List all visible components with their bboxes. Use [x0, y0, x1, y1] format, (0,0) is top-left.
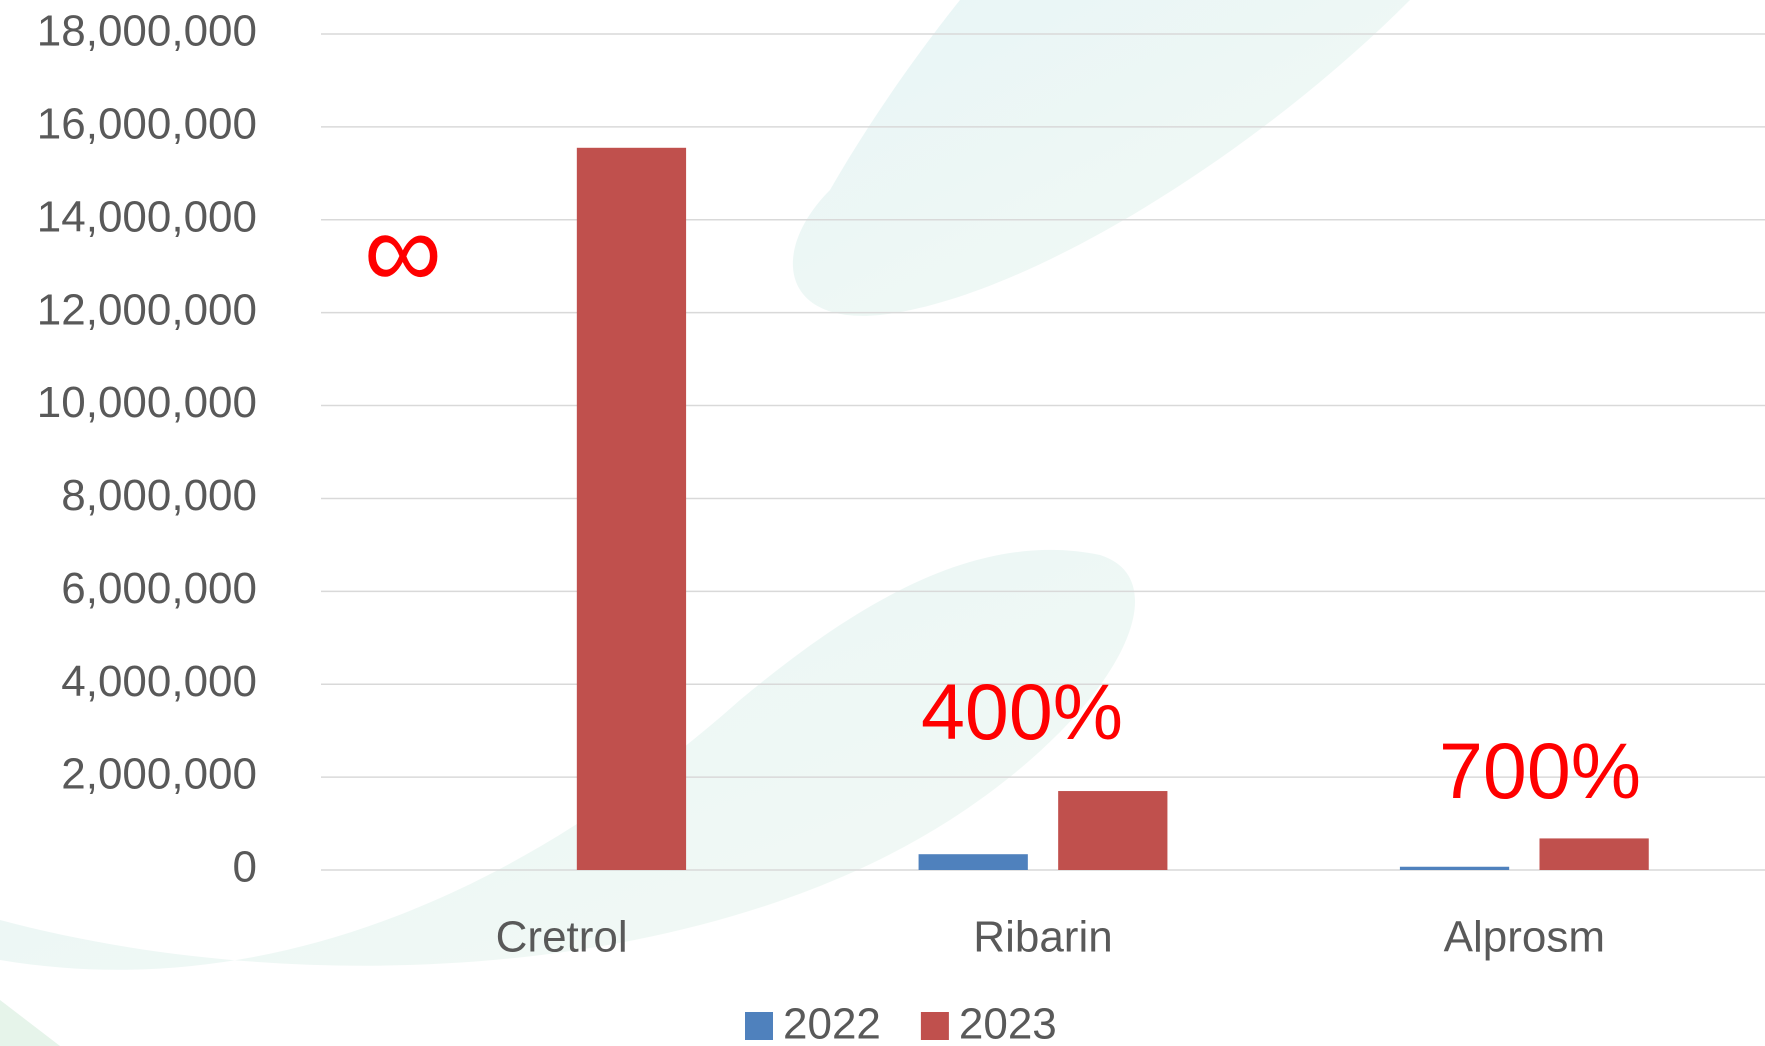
y-tick-label: 8,000,000	[61, 471, 257, 520]
y-tick-label: 4,000,000	[61, 657, 257, 706]
legend-swatch	[920, 1012, 949, 1040]
background-swoosh	[792, 0, 1410, 316]
bar	[1058, 791, 1168, 870]
bar	[576, 147, 687, 871]
x-tick-label: Alprosm	[1444, 913, 1605, 962]
annotation: ∞	[364, 189, 442, 312]
background-swoosh	[0, 549, 1136, 970]
y-tick-label: 2,000,000	[61, 750, 257, 799]
background-swoosh	[0, 1000, 60, 1046]
annotation: 400%	[921, 667, 1123, 756]
x-tick-label: Cretrol	[496, 913, 628, 962]
annotation: 700%	[1439, 726, 1641, 815]
x-tick-label: Ribarin	[973, 913, 1112, 962]
y-tick-label: 10,000,000	[37, 378, 257, 427]
bar	[918, 854, 1028, 870]
bar	[1399, 866, 1510, 870]
legend-label: 2023	[959, 1000, 1057, 1046]
legend-label: 2022	[783, 1000, 881, 1046]
legend-swatch	[745, 1012, 773, 1040]
y-tick-label: 6,000,000	[61, 564, 257, 613]
y-tick-label: 16,000,000	[37, 100, 257, 149]
y-tick-label: 14,000,000	[37, 192, 257, 241]
y-tick-label: 12,000,000	[37, 285, 257, 334]
y-tick-label: 18,000,000	[37, 7, 257, 56]
y-tick-label: 0	[233, 843, 257, 892]
bar	[1539, 838, 1649, 870]
